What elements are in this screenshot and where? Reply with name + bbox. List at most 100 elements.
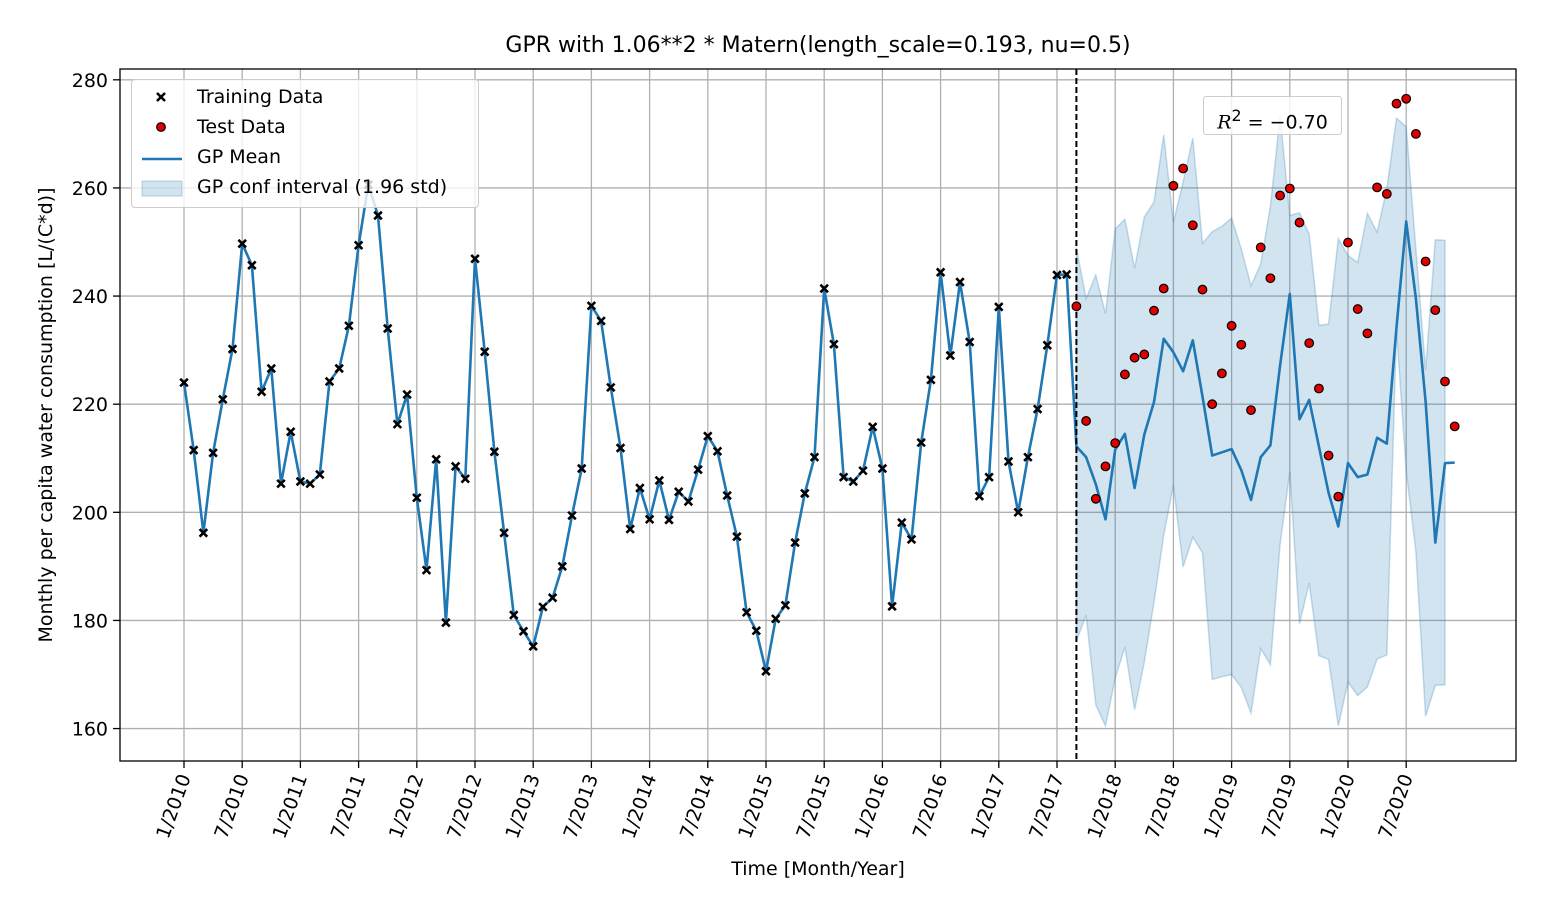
training-point <box>984 472 994 482</box>
legend-label: GP conf interval (1.96 std) <box>197 176 448 198</box>
test-point <box>1284 183 1295 194</box>
training-point <box>819 283 829 294</box>
training-point <box>179 377 189 388</box>
test-point <box>1071 301 1082 312</box>
legend-label: Training Data <box>197 86 324 108</box>
test-point <box>1265 273 1276 284</box>
test-point <box>1216 368 1227 379</box>
training-point <box>703 431 713 441</box>
training-point <box>315 469 325 480</box>
training-point <box>392 419 403 429</box>
training-point <box>518 626 529 636</box>
training-point <box>858 465 868 476</box>
training-point <box>547 593 558 603</box>
x-tick-label: 1/2017 <box>967 771 1011 841</box>
training-point <box>276 478 286 489</box>
y-tick-label: 280 <box>72 70 108 92</box>
legend-cross-icon <box>156 92 166 102</box>
gp-mean-line <box>182 183 1455 673</box>
training-point <box>208 448 218 458</box>
training-point <box>693 464 703 475</box>
x-tick-label: 7/2016 <box>909 771 953 841</box>
y-tick-label: 180 <box>72 610 108 632</box>
training-point <box>935 267 946 277</box>
y-tick-label: 160 <box>72 719 108 741</box>
test-point <box>1139 349 1150 360</box>
training-point <box>770 614 781 624</box>
test-point <box>1226 320 1237 331</box>
x-tick-label: 1/2013 <box>501 771 545 841</box>
test-point <box>1372 182 1382 193</box>
test-point <box>1197 284 1208 295</box>
test-point <box>1352 304 1363 314</box>
training-point <box>586 301 597 311</box>
x-tick-label: 7/2018 <box>1142 771 1186 841</box>
test-point <box>1119 369 1130 380</box>
training-point <box>334 363 344 374</box>
x-tick-label: 1/2011 <box>269 771 313 841</box>
training-point <box>1061 269 1072 280</box>
confidence-band-layer <box>1075 115 1446 729</box>
training-point <box>1052 270 1062 280</box>
training-point <box>237 238 247 249</box>
x-tick-label: 1/2010 <box>152 771 196 841</box>
test-point <box>1410 128 1421 139</box>
training-point <box>722 490 732 501</box>
training-point <box>557 561 568 572</box>
x-tick-label: 1/2019 <box>1200 771 1244 841</box>
test-point <box>1178 163 1188 174</box>
test-point <box>1081 416 1091 426</box>
legend-item-mean: GP Mean <box>132 143 478 173</box>
test-point <box>1440 376 1450 387</box>
training-point <box>654 475 665 486</box>
test-point <box>1110 438 1121 449</box>
training-point <box>732 531 742 542</box>
x-tick-label: 7/2010 <box>210 771 254 841</box>
training-point <box>489 447 500 457</box>
training-point <box>838 472 849 482</box>
training-point <box>441 617 451 628</box>
training-point <box>421 565 432 575</box>
y-tick-label: 220 <box>72 394 108 416</box>
r2-value: = −0.70 <box>1241 111 1328 134</box>
training-point <box>897 517 907 528</box>
training-point <box>1042 340 1053 350</box>
training-point <box>809 452 820 462</box>
x-tick-label: 7/2012 <box>443 771 487 841</box>
training-point <box>373 210 383 221</box>
training-point <box>916 437 926 448</box>
test-point <box>1391 98 1402 109</box>
training-point <box>906 534 917 545</box>
training-point <box>780 600 791 611</box>
x-tick-label: 7/2014 <box>676 771 720 841</box>
x-tick-label: 7/2020 <box>1374 771 1418 841</box>
test-point <box>1430 305 1441 316</box>
legend-line-icon <box>142 157 182 161</box>
training-point <box>1023 452 1033 462</box>
chart-title: GPR with 1.06**2 * Matern(length_scale=0… <box>505 33 1131 58</box>
test-point <box>1343 237 1353 248</box>
y-tick-label: 240 <box>72 286 108 308</box>
training-point <box>499 528 509 538</box>
training-point <box>1013 507 1023 518</box>
training-point <box>479 347 490 357</box>
training-point <box>295 476 306 487</box>
test-point <box>1100 461 1111 472</box>
training-point <box>625 524 635 534</box>
training-point <box>644 514 655 525</box>
training-point <box>635 483 645 493</box>
training-point <box>800 488 810 499</box>
training-point <box>790 537 800 548</box>
training-point <box>528 641 538 652</box>
training-point <box>256 387 267 397</box>
test-point <box>1304 338 1315 348</box>
training-point <box>712 446 723 456</box>
legend-band-icon <box>141 180 183 197</box>
r2-exponent: 2 <box>1231 106 1242 125</box>
training-point <box>576 463 587 474</box>
training-point <box>247 260 257 270</box>
training-point <box>606 382 616 393</box>
training-point <box>1003 456 1014 467</box>
training-point <box>402 389 412 400</box>
test-point <box>1401 93 1412 104</box>
